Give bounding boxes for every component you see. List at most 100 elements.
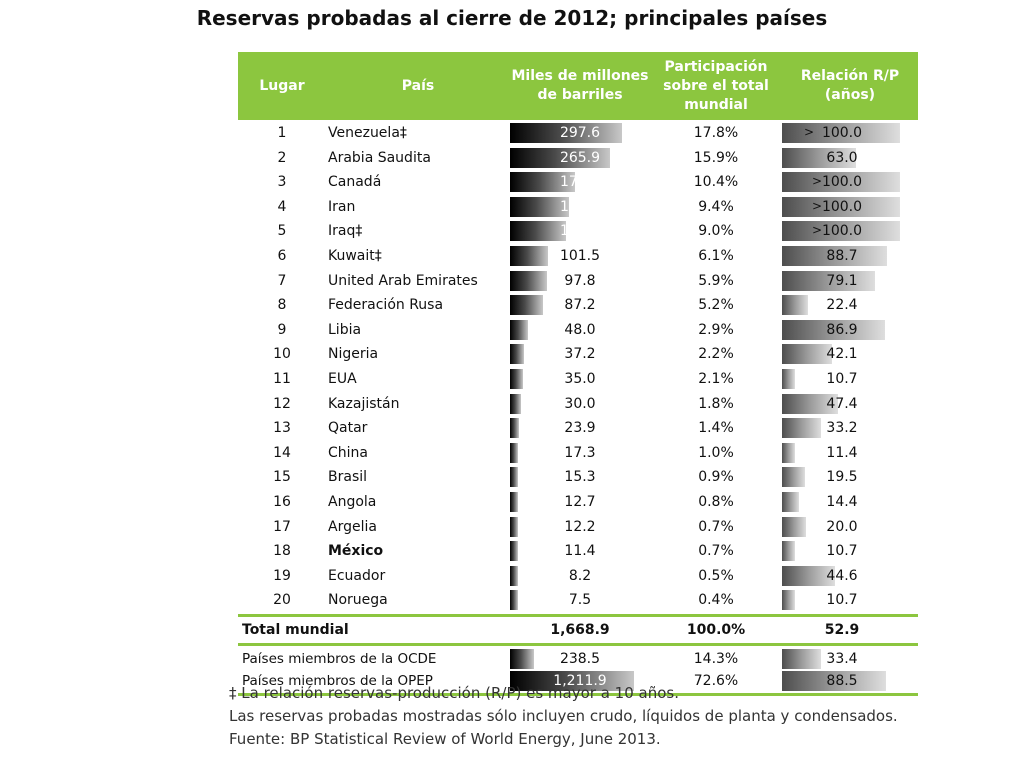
rank-cell: 18 <box>273 543 291 560</box>
rank-cell: 20 <box>273 592 291 609</box>
share-value: 0.9% <box>698 469 734 486</box>
reserves-value: 101.5 <box>559 248 601 264</box>
reserves-bar <box>510 590 518 611</box>
rank-cell: 1 <box>277 125 287 141</box>
total-row: Total mundial 1,668.9 100.0% 52.9 <box>238 618 918 642</box>
rp-value: 100.0 <box>821 174 863 191</box>
country-cell: Iraq‡ <box>328 223 363 240</box>
country-cell: Ecuador <box>328 567 386 584</box>
rp-bar <box>782 442 796 463</box>
reserves-bar <box>510 418 519 439</box>
share-value: 5.2% <box>698 297 734 314</box>
rp-value: 100.0 <box>821 198 863 215</box>
reserves-value: 12.2 <box>564 518 596 535</box>
share-value: 9.4% <box>698 198 734 215</box>
reserves-bar-track <box>510 319 650 340</box>
footnotes: ‡ La relación reservas-producción (R/P) … <box>229 682 1019 751</box>
reserves-bar-track <box>510 516 650 537</box>
header-reserves-line-2: de barriles <box>537 87 623 103</box>
rp-bar-track <box>782 492 902 512</box>
rp-bar <box>782 418 822 439</box>
total-share: 100.0% <box>686 622 746 638</box>
rp-bar-track <box>782 393 902 414</box>
total-bottom-rule <box>238 643 918 646</box>
share-value: 15.9% <box>693 149 739 166</box>
rank-cell: 5 <box>277 223 287 240</box>
table-row: 16 Angola 12.7 0.8% 14.4 <box>238 490 918 514</box>
country-cell: Federación Rusa <box>328 297 444 314</box>
rp-bar-track <box>782 196 902 217</box>
rp-bar-track <box>782 418 902 439</box>
table-row: 13 Qatar 23.9 1.4% 33.2 <box>238 416 918 440</box>
rank-cell: 2 <box>277 149 287 166</box>
group-rp-value: 33.4 <box>826 651 858 667</box>
total-label: Total mundial <box>242 622 349 638</box>
share-value: 1.0% <box>698 444 734 461</box>
rp-value: 79.1 <box>826 272 858 289</box>
group-rp-bar <box>782 649 822 669</box>
header-rp: Relación R/P (años) <box>782 52 918 120</box>
reserves-bar <box>510 541 518 562</box>
rp-value: 42.1 <box>826 346 858 363</box>
reserves-bar <box>510 172 576 193</box>
country-cell: Nigeria <box>328 346 379 363</box>
table-row: 3 Canadá 173.9 10.4% >100.0 <box>238 170 918 194</box>
country-cell: Kuwait‡ <box>328 248 382 264</box>
greater-than-marker: > <box>804 125 815 139</box>
table-row: 11 EUA 35.0 2.1% 10.7 <box>238 367 918 391</box>
table-row: 6 Kuwait‡ 101.5 6.1% 88.7 <box>238 244 918 268</box>
group-rp-value: 88.5 <box>826 673 858 689</box>
reserves-value: 30.0 <box>564 395 596 412</box>
rp-bar-track <box>782 123 902 143</box>
rp-value: 100.0 <box>821 223 863 240</box>
reserves-bar <box>510 123 622 143</box>
header-share-line-2: sobre el total <box>663 77 769 94</box>
reserves-bar-track <box>510 221 650 242</box>
reserves-value: 35.0 <box>564 371 596 387</box>
group-reserves-value: 238.5 <box>559 651 601 667</box>
rp-value: 88.7 <box>826 248 858 264</box>
rp-bar <box>782 246 887 266</box>
reserves-bar <box>510 516 518 537</box>
rp-bar-track <box>782 295 902 316</box>
group-label: Países miembros de la OCDE <box>242 651 437 667</box>
reserves-bar <box>510 295 543 316</box>
country-cell: Kazajistán <box>328 395 400 412</box>
rp-bar <box>782 541 795 562</box>
country-cell: China <box>328 444 368 461</box>
rp-bar <box>782 221 900 242</box>
country-cell: Libia <box>328 321 362 338</box>
country-cell: Angola <box>328 494 377 510</box>
reserves-bar-track <box>510 442 650 463</box>
rank-cell: 7 <box>277 272 287 289</box>
rp-bar-track <box>782 541 902 562</box>
country-cell: Noruega <box>328 592 388 609</box>
total-reserves: 1,668.9 <box>550 622 610 638</box>
reserves-bar-track <box>510 123 650 143</box>
reserves-bar-track <box>510 590 650 611</box>
country-cell: Venezuela‡ <box>328 125 407 141</box>
reserves-value: 12.7 <box>564 494 596 510</box>
rp-bar-track <box>782 319 902 340</box>
reserves-bar-track <box>510 172 650 193</box>
reserves-value: 150.0 <box>559 223 601 240</box>
group-share-value: 14.3% <box>693 651 739 667</box>
share-value: 0.8% <box>698 494 734 510</box>
share-value: 17.8% <box>693 125 739 141</box>
share-value: 0.5% <box>698 567 734 584</box>
table-row: 5 Iraq‡ 150.0 9.0% >100.0 <box>238 219 918 243</box>
rp-bar <box>782 590 795 611</box>
header-share-line-3: mundial <box>684 96 748 113</box>
reserves-value: 265.9 <box>559 149 601 166</box>
rp-bar <box>782 196 900 217</box>
table-row: 20 Noruega 7.5 0.4% 10.7 <box>238 588 918 612</box>
reserves-bar-track <box>510 344 650 365</box>
rank-cell: 13 <box>273 420 291 437</box>
rp-bar <box>782 270 876 291</box>
header-rank: Lugar <box>259 77 305 94</box>
reserves-value: 8.2 <box>568 567 592 584</box>
table-row: 14 China 17.3 1.0% 11.4 <box>238 441 918 465</box>
reserves-value: 11.4 <box>564 543 596 560</box>
rp-bar <box>782 295 809 316</box>
rank-cell: 16 <box>273 494 291 510</box>
